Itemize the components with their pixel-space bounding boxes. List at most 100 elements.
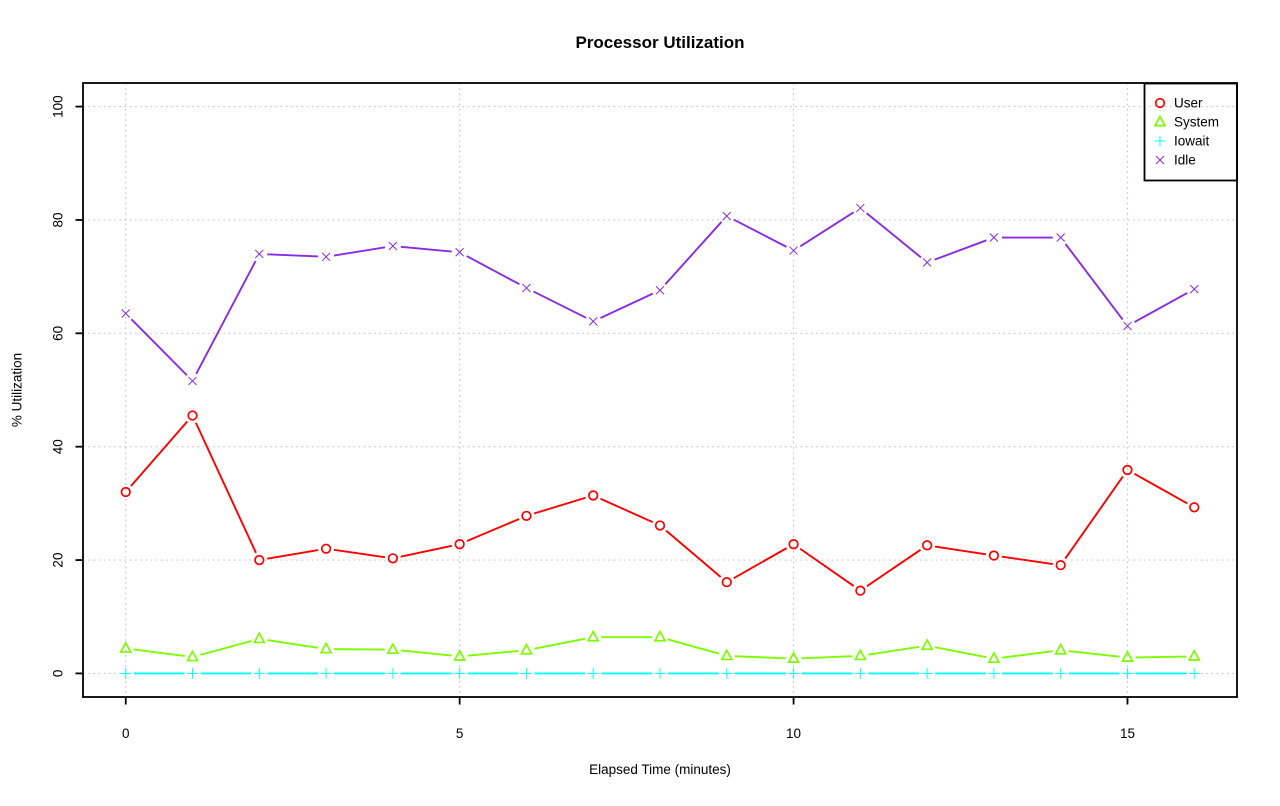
- legend-item-iowait: Iowait: [1155, 134, 1210, 149]
- idle-line-segment: [401, 247, 452, 252]
- user-marker: [1190, 503, 1199, 512]
- system-line-segment: [134, 649, 185, 655]
- legend-label: Idle: [1174, 153, 1196, 168]
- system-marker: [588, 632, 598, 641]
- legend-item-idle: Idle: [1156, 153, 1196, 168]
- y-tick-label: 0: [51, 670, 66, 678]
- axes: [76, 107, 1128, 705]
- system-line-segment: [668, 639, 719, 653]
- system-marker: [855, 650, 865, 659]
- idle-line-segment: [867, 213, 921, 257]
- idle-line-segment: [600, 294, 652, 318]
- user-marker: [589, 491, 598, 500]
- user-line-segment: [467, 519, 519, 541]
- legend-label: Iowait: [1174, 134, 1210, 149]
- system-legend-marker: [1155, 116, 1165, 125]
- system-line-segment: [1002, 651, 1053, 657]
- user-marker: [322, 544, 331, 553]
- user-line-segment: [196, 423, 256, 553]
- system-line-segment: [401, 650, 452, 655]
- user-line-segment: [1134, 474, 1187, 504]
- y-tick-label: 60: [51, 326, 66, 341]
- system-marker: [254, 633, 264, 642]
- idle-line-segment: [534, 292, 586, 318]
- idle-line-segment: [1066, 244, 1123, 320]
- legend-item-user: User: [1156, 96, 1203, 111]
- system-line-segment: [200, 641, 251, 655]
- idle-line-segment: [734, 220, 787, 247]
- legend-label: System: [1174, 115, 1219, 130]
- system-line-segment: [735, 656, 786, 658]
- user-line-segment: [1065, 476, 1123, 558]
- system-line-segment: [534, 639, 585, 649]
- x-tick-label: 0: [122, 726, 130, 741]
- user-marker: [389, 554, 398, 563]
- idle-line-segment: [935, 240, 987, 259]
- user-line-segment: [601, 499, 653, 522]
- idle-line-segment: [467, 256, 520, 284]
- user-line-segment: [666, 531, 721, 577]
- user-line-segment: [401, 546, 452, 557]
- system-marker: [388, 644, 398, 653]
- user-markers: [121, 411, 1198, 595]
- user-line-segment: [800, 549, 854, 586]
- idle-line-segment: [196, 261, 255, 374]
- y-tick-label: 20: [51, 553, 66, 568]
- user-marker: [255, 556, 264, 565]
- user-line-segment: [867, 550, 921, 586]
- idle-line-segment: [1134, 293, 1187, 322]
- user-marker: [1123, 466, 1132, 475]
- system-line-segment: [468, 651, 519, 656]
- series-idle: [122, 204, 1199, 385]
- series-system: [121, 632, 1200, 663]
- user-marker: [990, 551, 999, 560]
- y-axis-label: % Utilization: [10, 353, 25, 427]
- gridlines: [83, 83, 1237, 697]
- y-tick-label: 100: [51, 95, 66, 118]
- x-tick-label: 5: [456, 726, 464, 741]
- system-marker: [1189, 651, 1199, 660]
- system-marker: [922, 640, 932, 649]
- idle-line-segment: [334, 247, 385, 255]
- user-line-segment: [534, 498, 585, 514]
- system-marker: [321, 643, 331, 652]
- system-line-segment: [267, 640, 318, 648]
- idle-line-segment: [800, 212, 853, 246]
- system-line-segment: [935, 647, 986, 657]
- system-marker: [1056, 645, 1066, 654]
- user-line-segment: [935, 547, 986, 555]
- user-marker: [856, 586, 865, 595]
- series-user: [121, 411, 1198, 595]
- user-marker: [656, 521, 665, 530]
- x-tick-label: 10: [786, 726, 801, 741]
- user-marker: [522, 512, 531, 521]
- system-line-segment: [868, 647, 919, 655]
- plot-box: [83, 83, 1237, 697]
- user-line-segment: [267, 550, 318, 559]
- user-marker: [923, 541, 932, 550]
- user-line-segment: [734, 548, 787, 578]
- system-line-segment: [1135, 657, 1186, 658]
- system-marker: [989, 653, 999, 662]
- legend-item-system: System: [1155, 115, 1219, 130]
- user-marker: [722, 578, 731, 587]
- chart-title: Processor Utilization: [83, 33, 1237, 53]
- y-tick-label: 40: [51, 439, 66, 454]
- idle-line-segment: [267, 254, 318, 256]
- system-line-segment: [1069, 651, 1120, 657]
- user-lines: [131, 422, 1187, 587]
- system-marker: [188, 651, 198, 660]
- system-marker: [722, 650, 732, 659]
- idle-lines: [131, 212, 1187, 375]
- user-marker: [1056, 561, 1065, 570]
- user-marker: [188, 411, 197, 420]
- user-line-segment: [334, 550, 385, 557]
- idle-line-segment: [665, 222, 721, 284]
- idle-markers: [122, 204, 1199, 385]
- series-iowait: [120, 668, 1199, 679]
- x-axis-label: Elapsed Time (minutes): [83, 762, 1237, 777]
- system-marker: [655, 632, 665, 641]
- idle-line-segment: [131, 319, 187, 375]
